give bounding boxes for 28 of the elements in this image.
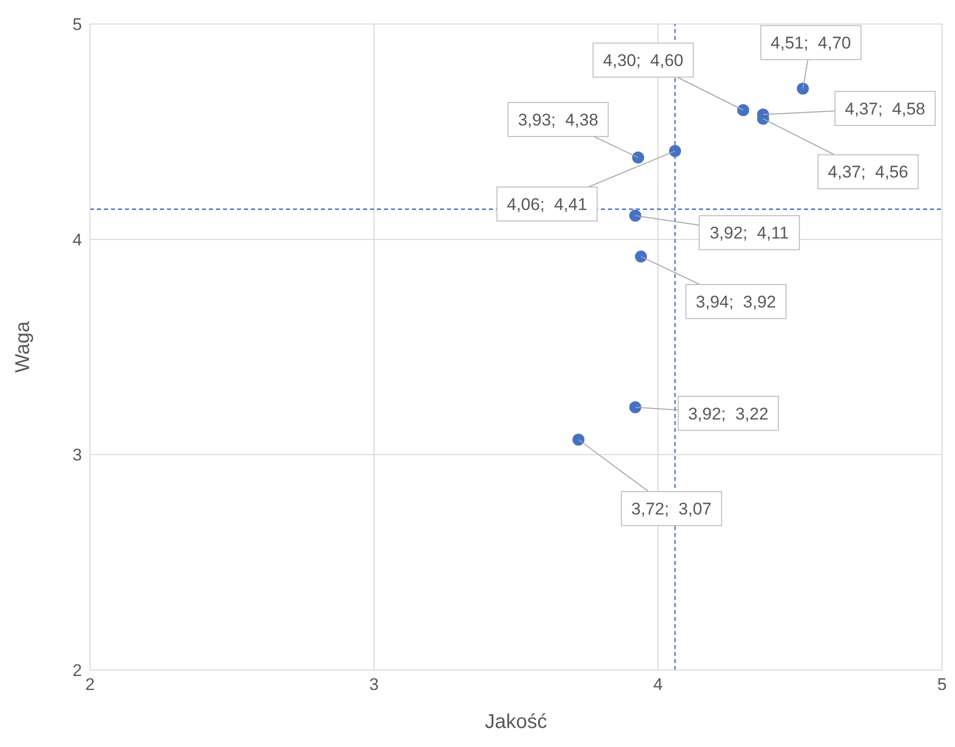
point — [632, 152, 644, 164]
point — [737, 104, 750, 116]
point — [634, 250, 647, 263]
point — [629, 401, 642, 414]
data-label: 4,51; 4,70 — [770, 34, 852, 53]
data-label: 3,94; 3,92 — [696, 292, 776, 312]
data-label: 3,92; 3,22 — [688, 404, 768, 424]
y-tick-label: 5 — [72, 15, 82, 34]
data-label: 4,30; 4,60 — [603, 51, 684, 70]
y-tick-label: 2 — [72, 661, 82, 680]
data-label: 4,37; 4,56 — [828, 162, 908, 182]
point — [796, 82, 809, 95]
x-tick-label: 4 — [653, 675, 663, 694]
point — [572, 434, 584, 446]
point — [669, 145, 682, 158]
data-label: 3,93; 4,38 — [518, 110, 598, 130]
x-tick-label: 3 — [369, 675, 379, 694]
data-label: 3,92; 4,11 — [710, 224, 789, 243]
y-tick-label: 4 — [72, 230, 82, 250]
x-tick-label: 2 — [85, 675, 95, 694]
y-tick-label: 3 — [72, 446, 82, 465]
x-tick-label: 5 — [937, 675, 947, 694]
data-label: 4,37; 4,58 — [844, 99, 926, 118]
y-axis-title: Waga — [12, 320, 34, 373]
point — [629, 210, 642, 222]
data-label: 4,06; 4,41 — [506, 195, 588, 214]
data-label: 3,72; 3,07 — [631, 500, 712, 519]
x-axis-title: Jakość — [484, 711, 548, 733]
